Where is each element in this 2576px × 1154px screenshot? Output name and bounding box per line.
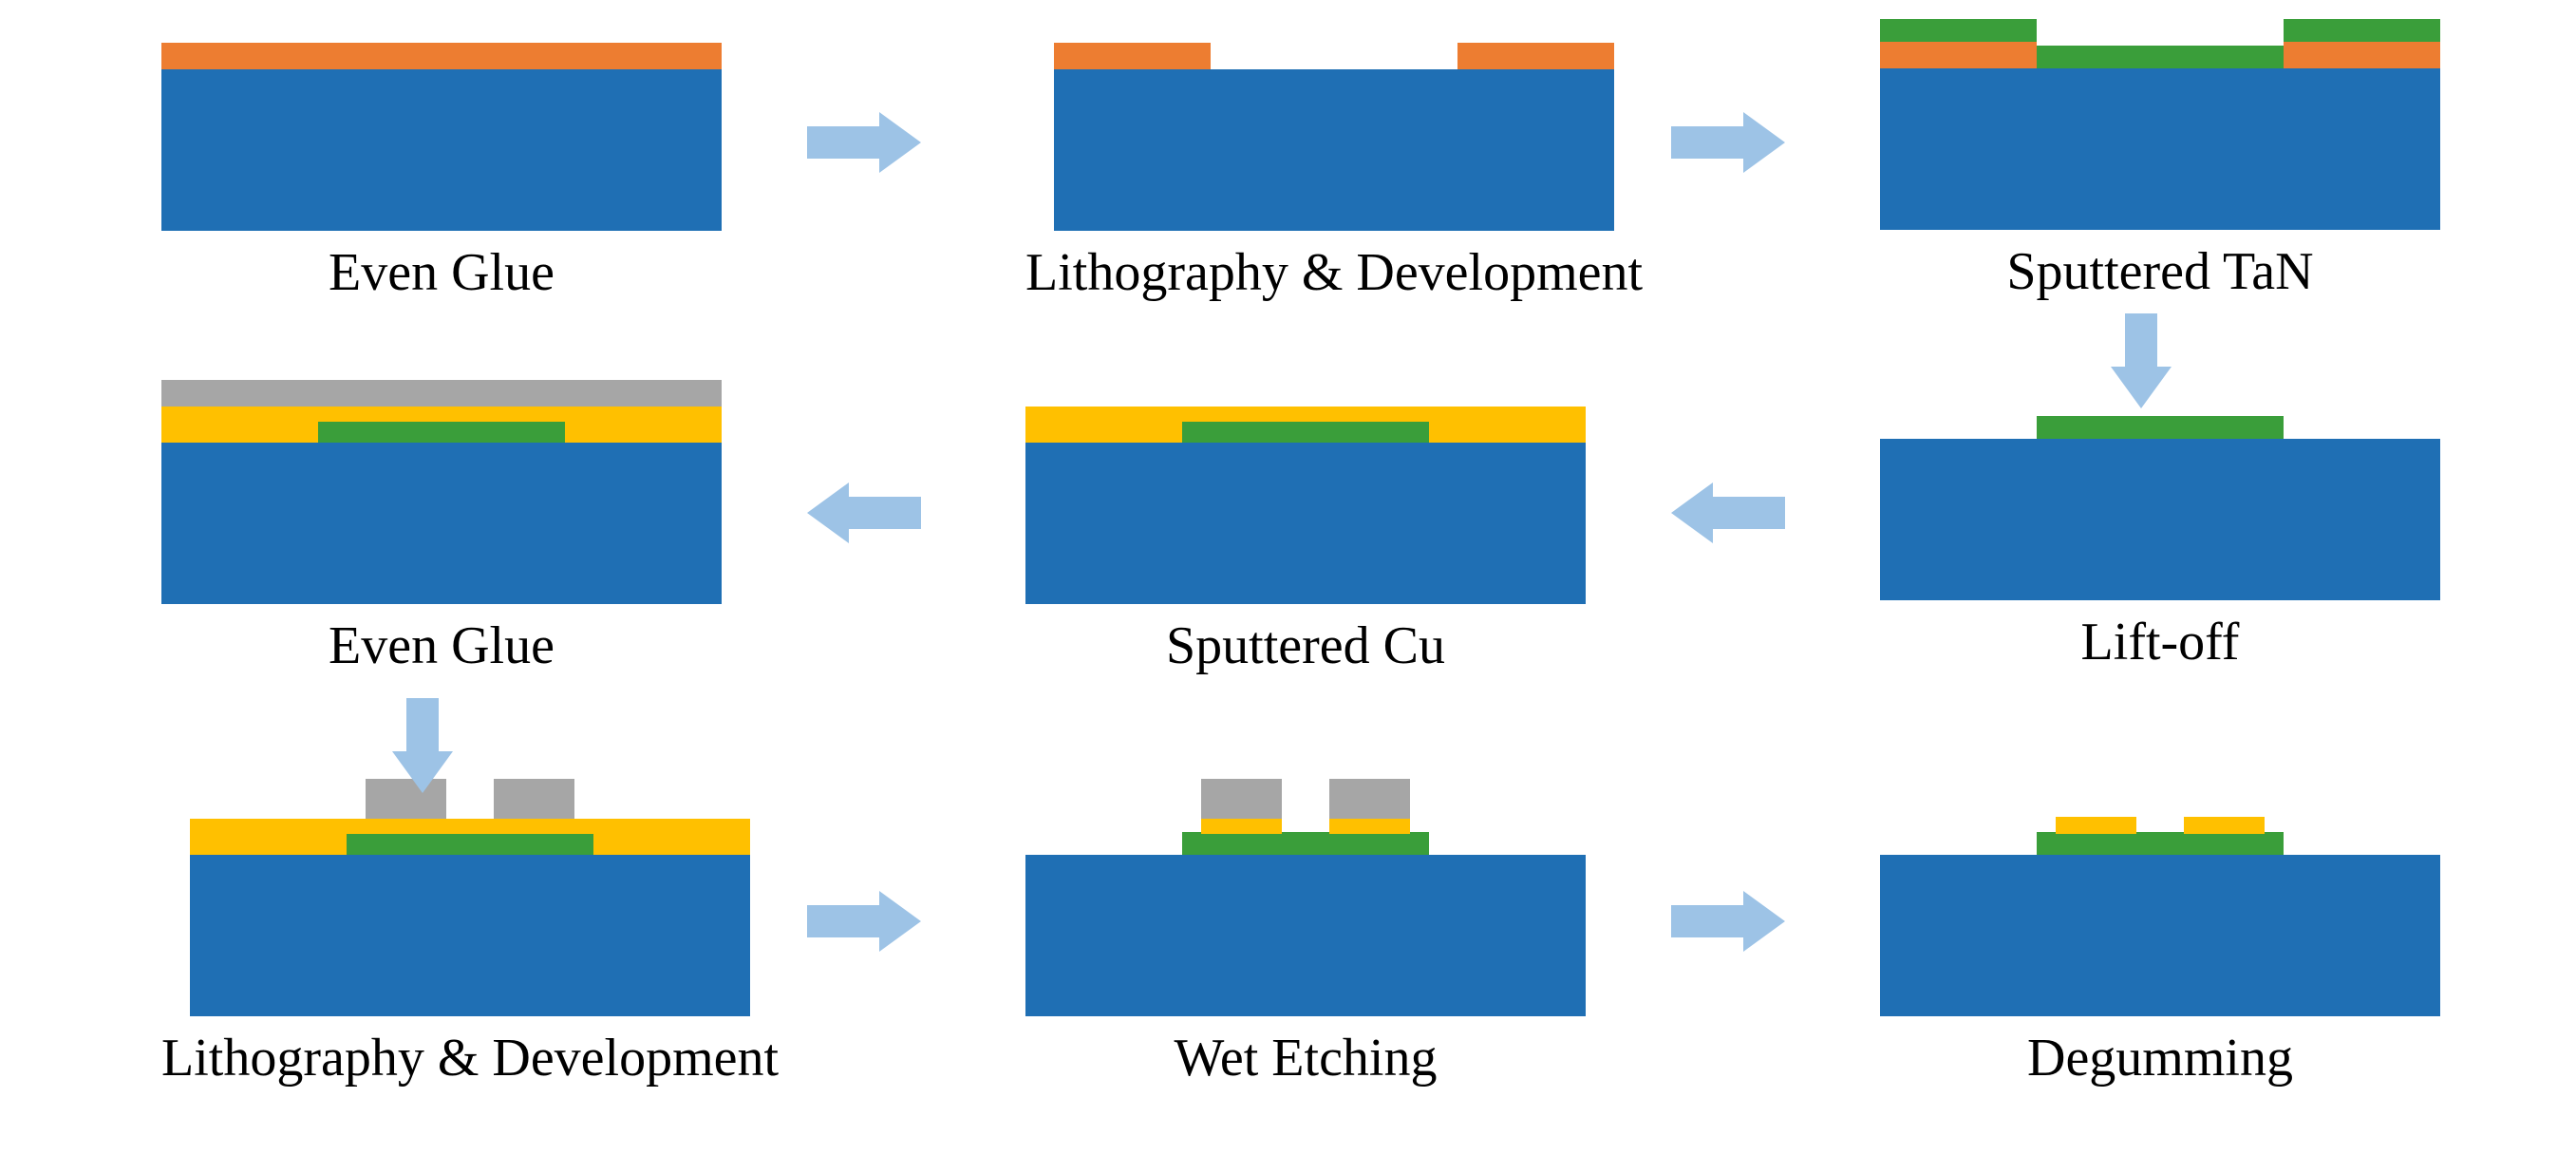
layer-substrate xyxy=(190,855,750,1016)
layer-diagram xyxy=(1880,19,2440,230)
layer-substrate xyxy=(1054,69,1614,231)
process-step-step4: Lift-off xyxy=(1880,416,2440,672)
step-label: Even Glue xyxy=(329,242,555,303)
layer-grey xyxy=(1201,779,1282,819)
layer-diagram xyxy=(161,43,722,231)
layer-orange xyxy=(2284,42,2440,68)
process-step-step6: Even Glue xyxy=(161,380,722,676)
flow-arrow-right xyxy=(1671,891,1785,952)
layer-yellow xyxy=(318,407,565,422)
layer-yellow xyxy=(565,407,722,443)
flow-arrow-down xyxy=(392,698,453,793)
process-step-step3: Sputtered TaN xyxy=(1880,19,2440,302)
step-label: Lift-off xyxy=(2081,612,2240,672)
layer-green xyxy=(2037,416,2284,439)
process-step-step8: Wet Etching xyxy=(1025,779,1586,1088)
layer-substrate xyxy=(161,69,722,231)
step-label: Lithography & Development xyxy=(161,1028,779,1088)
layer-yellow xyxy=(1182,407,1429,422)
step-label: Sputtered Cu xyxy=(1166,615,1445,676)
step-label: Lithography & Development xyxy=(1025,242,1643,303)
step-label: Wet Etching xyxy=(1175,1028,1438,1088)
layer-grey xyxy=(1329,779,1410,819)
step-label: Even Glue xyxy=(329,615,555,676)
flow-arrow-right xyxy=(1671,112,1785,173)
layer-orange xyxy=(1457,43,1614,69)
layer-diagram xyxy=(1880,817,2440,1016)
layer-yellow xyxy=(1329,819,1410,834)
layer-green xyxy=(2037,46,2284,68)
step-label: Sputtered TaN xyxy=(2006,241,2313,302)
layer-diagram xyxy=(1025,407,1586,604)
flow-arrow-right xyxy=(807,891,921,952)
step-label: Degumming xyxy=(2027,1028,2293,1088)
layer-grey xyxy=(494,779,574,819)
layer-diagram xyxy=(1880,416,2440,600)
flow-arrow-right xyxy=(807,112,921,173)
layer-orange xyxy=(1054,43,1211,69)
layer-yellow xyxy=(593,819,750,855)
process-step-step1: Even Glue xyxy=(161,43,722,303)
layer-yellow xyxy=(1201,819,1282,834)
layer-substrate xyxy=(1025,443,1586,604)
process-step-step9: Degumming xyxy=(1880,817,2440,1088)
layer-yellow xyxy=(161,407,318,443)
layer-green xyxy=(1182,420,1429,443)
layer-substrate xyxy=(1880,855,2440,1016)
layer-green xyxy=(1880,19,2037,42)
layer-yellow xyxy=(2184,817,2265,834)
process-step-step2: Lithography & Development xyxy=(1025,43,1643,303)
layer-green xyxy=(2037,832,2284,855)
flow-arrow-left xyxy=(807,482,921,543)
layer-yellow xyxy=(347,819,593,834)
process-step-step5: Sputtered Cu xyxy=(1025,407,1586,676)
layer-substrate xyxy=(1880,439,2440,600)
layer-substrate xyxy=(161,443,722,604)
layer-diagram xyxy=(161,380,722,604)
layer-yellow xyxy=(2056,817,2136,834)
layer-green xyxy=(1182,832,1429,855)
layer-yellow xyxy=(1025,407,1182,443)
process-step-step7: Lithography & Development xyxy=(161,779,779,1088)
layer-green xyxy=(2284,19,2440,42)
layer-substrate xyxy=(1025,855,1586,1016)
layer-grey xyxy=(161,380,722,407)
layer-green xyxy=(318,420,565,443)
flow-arrow-left xyxy=(1671,482,1785,543)
layer-substrate xyxy=(1880,68,2440,230)
layer-diagram xyxy=(1054,43,1614,231)
layer-green xyxy=(347,832,593,855)
layer-diagram xyxy=(190,779,750,1016)
layer-yellow xyxy=(1429,407,1586,443)
layer-yellow xyxy=(190,819,347,855)
flow-arrow-down xyxy=(2111,313,2172,408)
layer-orange xyxy=(161,43,722,69)
layer-orange xyxy=(1880,42,2037,68)
layer-diagram xyxy=(1025,779,1586,1016)
